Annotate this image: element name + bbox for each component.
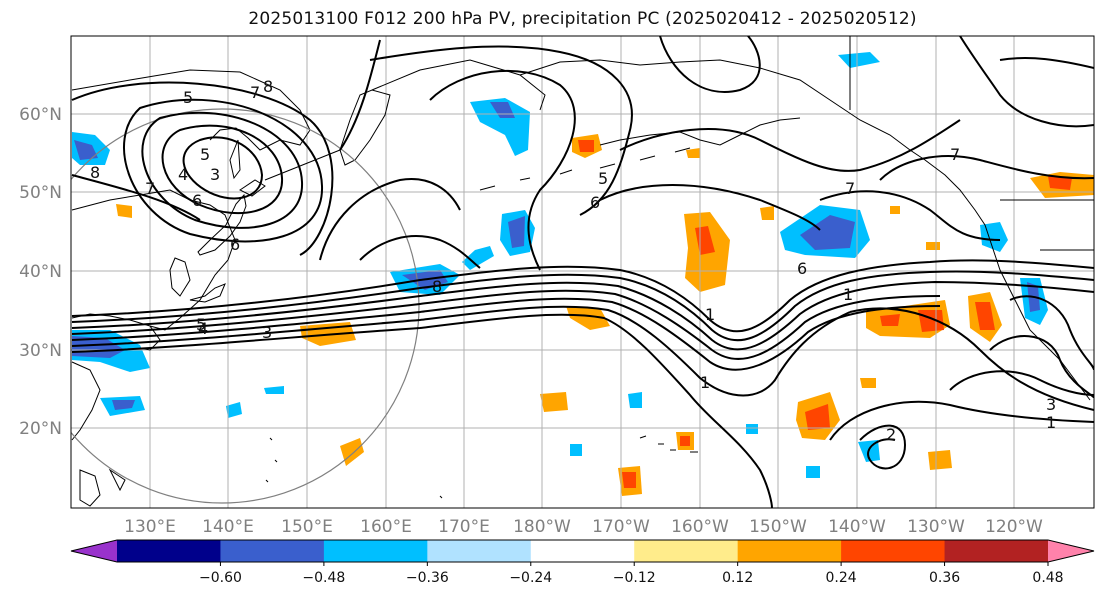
colorbar-swatch [841, 540, 946, 562]
map-title: 2025013100 F012 200 hPa PV, precipitatio… [248, 9, 917, 29]
pv-label: 5 [200, 145, 210, 164]
lon-label: 170°W [592, 517, 650, 537]
colorbar-swatch [634, 540, 739, 562]
pv-label: 4 [198, 319, 208, 338]
colorbar-tick-label: −0.48 [302, 570, 345, 586]
lat-axis: 60°N 50°N 40°N 30°N 20°N [19, 105, 62, 439]
colorbar-swatch [737, 540, 842, 562]
pv-label: 7 [145, 179, 155, 198]
pv-label: 7 [845, 179, 855, 198]
lat-label: 60°N [19, 105, 62, 125]
pv-label: 2 [886, 425, 896, 444]
lat-label: 50°N [19, 183, 62, 203]
lat-label: 30°N [19, 341, 62, 361]
pv-label: 1 [1046, 413, 1056, 432]
lon-label: 170°E [438, 517, 490, 537]
pv-label: 7 [250, 83, 260, 102]
reference-circle [71, 108, 420, 504]
pv-label: 1 [700, 373, 710, 392]
pv-label: 1 [843, 285, 853, 304]
pv-label: 6 [590, 193, 600, 212]
pv-label: 5 [196, 315, 206, 334]
pv-label: 8 [263, 77, 273, 96]
lat-label: 40°N [19, 262, 62, 282]
map-frame [70, 35, 1095, 509]
lon-axis: 130°E 140°E 150°E 160°E 170°E 180°W 170°… [124, 517, 1043, 537]
colorbar-swatch [323, 540, 428, 562]
colorbar-extend-low [71, 540, 117, 562]
lon-label: 140°W [828, 517, 886, 537]
pv-label: 3 [262, 323, 272, 342]
pv-label: 6 [192, 191, 202, 210]
pv-label: 3 [1046, 395, 1056, 414]
lon-label: 130°E [124, 517, 176, 537]
colorbar-swatch [117, 540, 221, 562]
pv-label: 1 [705, 305, 715, 324]
colorbar-tick-label: −0.60 [199, 570, 242, 586]
colorbar-tick-label: −0.36 [406, 570, 449, 586]
lon-label: 180°W [513, 517, 571, 537]
colorbar-outline [70, 539, 1095, 563]
lon-label: 150°E [281, 517, 333, 537]
colorbar-swatch [944, 540, 1049, 562]
pv-label: 6 [230, 235, 240, 254]
colorbar-tick-label: −0.12 [613, 570, 656, 586]
lon-label: 160°W [671, 517, 729, 537]
colorbar-tick-label: 0.36 [929, 570, 960, 586]
colorbar-tick-label: 0.12 [722, 570, 753, 586]
pv-label: 3 [210, 165, 220, 184]
lon-label: 160°E [360, 517, 412, 537]
pv-label: 5 [183, 88, 193, 107]
colorbar-swatch [427, 540, 532, 562]
colorbar-extend-high [1048, 540, 1094, 562]
lon-label: 120°W [985, 517, 1043, 537]
graticule [71, 36, 1094, 508]
colorbar-tick-label: −0.24 [509, 570, 552, 586]
lat-label: 20°N [19, 419, 62, 439]
pv-label: 8 [432, 277, 442, 296]
colorbar-swatch [220, 540, 325, 562]
pv-labels: 5 7 8 3 4 5 6 7 8 6 5 4 3 5 6 7 8 7 6 1 … [90, 77, 1056, 444]
pv-label: 7 [950, 145, 960, 164]
pv-label: 8 [90, 163, 100, 182]
colorbar: −0.60 −0.48 −0.36 −0.24 −0.12 0.12 0.24 0.36 0.4… [70, 539, 1095, 586]
pv-label: 6 [797, 259, 807, 278]
colorbar-tick-label: 0.48 [1032, 570, 1063, 586]
pv-contours [71, 36, 1094, 508]
pv-label: 4 [178, 165, 188, 184]
colorbar-tick-label: 0.24 [826, 570, 857, 586]
lon-label: 150°W [749, 517, 807, 537]
lon-label: 140°E [202, 517, 254, 537]
lon-label: 130°W [907, 517, 965, 537]
colorbar-swatch [530, 540, 635, 562]
pv-label: 5 [598, 169, 608, 188]
